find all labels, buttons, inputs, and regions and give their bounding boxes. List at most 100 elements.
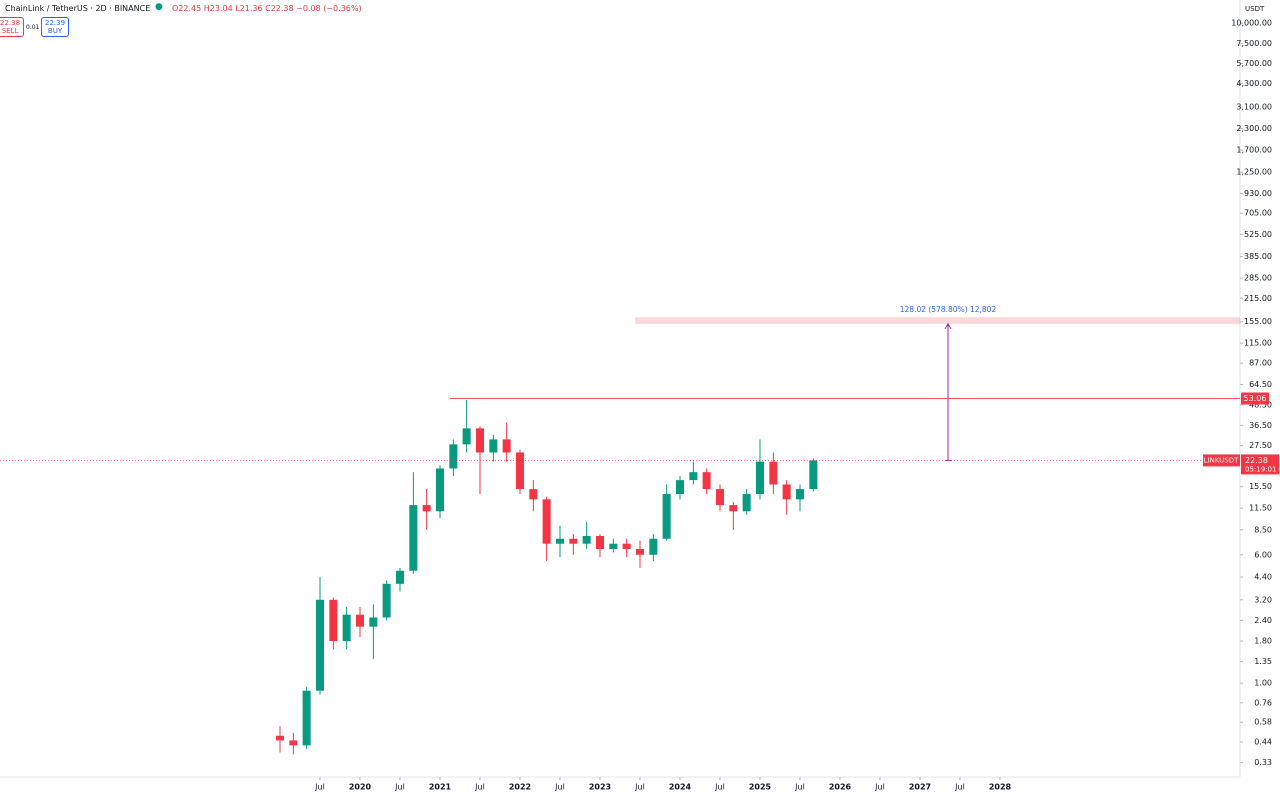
x-tick-label: Jul xyxy=(394,783,405,792)
arrow-head xyxy=(944,322,952,330)
candle-body xyxy=(302,690,311,746)
y-tick-label: 5,700.00 xyxy=(1236,59,1272,68)
y-tick-label: 0.44 xyxy=(1254,738,1272,747)
candle-body xyxy=(569,538,578,544)
y-tick-label: 4.40 xyxy=(1254,572,1272,581)
y-tick-label: 87.00 xyxy=(1249,359,1272,368)
candle-body xyxy=(769,461,778,485)
y-tick-label: 705.00 xyxy=(1244,209,1272,218)
sell-price: 22.38 xyxy=(0,19,21,27)
candle-body xyxy=(729,505,738,512)
buy-button[interactable]: 22.39 BUY xyxy=(41,17,70,37)
y-tick-label: 7,500.00 xyxy=(1236,39,1272,48)
y-tick-label: 1.80 xyxy=(1254,637,1272,646)
y-tick-label: 115.00 xyxy=(1244,339,1272,348)
close: C22.38 xyxy=(265,4,294,13)
y-tick-label: 3,100.00 xyxy=(1236,103,1272,112)
x-tick-label: Jul xyxy=(474,783,485,792)
y-tick-label: 215.00 xyxy=(1244,294,1272,303)
price-badge xyxy=(1241,454,1279,475)
y-tick-label: 0.33 xyxy=(1254,758,1272,767)
symbol-label: LINKUSDT xyxy=(1204,456,1240,464)
y-tick-label: 1.35 xyxy=(1254,657,1272,666)
candle-body xyxy=(502,439,511,453)
y-tick-label: 525.00 xyxy=(1244,230,1272,239)
currency[interactable]: USDT xyxy=(1245,5,1265,13)
y-tick-label: 1,250.00 xyxy=(1236,168,1272,177)
y-tick-label: 2,300.00 xyxy=(1236,124,1272,133)
candle-body xyxy=(715,489,725,506)
candle-body xyxy=(529,489,538,500)
candle-body xyxy=(475,428,485,453)
x-tick-label: Jul xyxy=(314,783,325,792)
open: O22.45 xyxy=(172,4,202,13)
x-tick-label: 2025 xyxy=(749,783,772,792)
y-tick-label: 48.50 xyxy=(1249,400,1272,409)
price-label: 22.38 xyxy=(1245,456,1268,465)
y-tick-label: 15.50 xyxy=(1249,482,1272,491)
candle-body xyxy=(489,439,498,453)
sell-label: SELL xyxy=(1,27,19,35)
resistance-badge xyxy=(1241,392,1269,405)
candle-body xyxy=(382,583,391,618)
y-tick-label: 64.50 xyxy=(1249,380,1272,389)
y-tick-label: 4,300.00 xyxy=(1236,79,1272,88)
x-tick-label: Jul xyxy=(714,783,725,792)
spread: 0.01 xyxy=(26,24,40,31)
candle-body xyxy=(515,452,525,490)
candle-body xyxy=(409,505,418,571)
y-tick-label: 6.00 xyxy=(1254,550,1272,559)
x-tick-label: 2028 xyxy=(989,783,1012,792)
candle-body xyxy=(329,599,338,642)
candle-body xyxy=(462,428,471,445)
x-tick-label: Jul xyxy=(554,783,565,792)
candle-body xyxy=(702,472,711,490)
candle-body xyxy=(649,538,658,555)
candle-body xyxy=(675,480,685,495)
y-tick-label: 1,700.00 xyxy=(1236,146,1272,155)
candle-body xyxy=(635,549,645,555)
y-tick-label: 0.76 xyxy=(1254,698,1272,707)
countdown: 05:19:01 xyxy=(1245,465,1276,473)
candle-body xyxy=(275,735,285,741)
candle-body xyxy=(395,570,405,584)
sell-button[interactable]: 22.38 SELL xyxy=(0,17,25,37)
y-tick-label: 36.50 xyxy=(1249,421,1272,430)
candle-body xyxy=(595,535,605,550)
x-tick-label: Jul xyxy=(954,783,965,792)
y-tick-label: 10,000.00 xyxy=(1231,19,1272,28)
y-tick-label: 11.50 xyxy=(1249,504,1272,513)
target-zone xyxy=(635,317,1240,324)
y-tick-label: 27.50 xyxy=(1249,441,1272,450)
y-tick-label: 8.50 xyxy=(1254,525,1272,534)
x-tick-label: 2026 xyxy=(829,783,852,792)
change: −0.08 (−0.36%) xyxy=(296,4,362,13)
y-tick-label: 285.00 xyxy=(1244,274,1272,283)
candle-body xyxy=(289,740,298,746)
candle-body xyxy=(782,484,791,500)
measure-label: 128.02 (578.80%) 12,802 xyxy=(900,305,997,314)
y-tick-label: 2.40 xyxy=(1254,616,1272,625)
x-tick-label: Jul xyxy=(634,783,645,792)
y-tick-label: 930.00 xyxy=(1244,189,1272,198)
x-tick-label: 2020 xyxy=(349,783,372,792)
y-tick-label: 155.00 xyxy=(1244,317,1272,326)
candle-body xyxy=(315,599,325,691)
candle-body xyxy=(689,472,698,481)
y-tick-label: 3.20 xyxy=(1254,595,1272,604)
candle-body xyxy=(795,489,805,500)
y-tick-label: 1.00 xyxy=(1254,679,1272,688)
candle-body xyxy=(755,461,765,495)
candle-body xyxy=(662,494,671,539)
buy-label: BUY xyxy=(47,27,63,35)
high: H23.04 xyxy=(203,4,233,13)
status-dot: ● xyxy=(155,2,163,12)
symbol[interactable]: ChainLink / TetherUS · 2D · BINANCE xyxy=(5,4,151,13)
candle-body xyxy=(582,535,591,544)
y-tick-label: 0.58 xyxy=(1254,718,1272,727)
candle-body xyxy=(622,543,631,550)
x-tick-label: Jul xyxy=(794,783,805,792)
candle-body xyxy=(809,460,818,490)
